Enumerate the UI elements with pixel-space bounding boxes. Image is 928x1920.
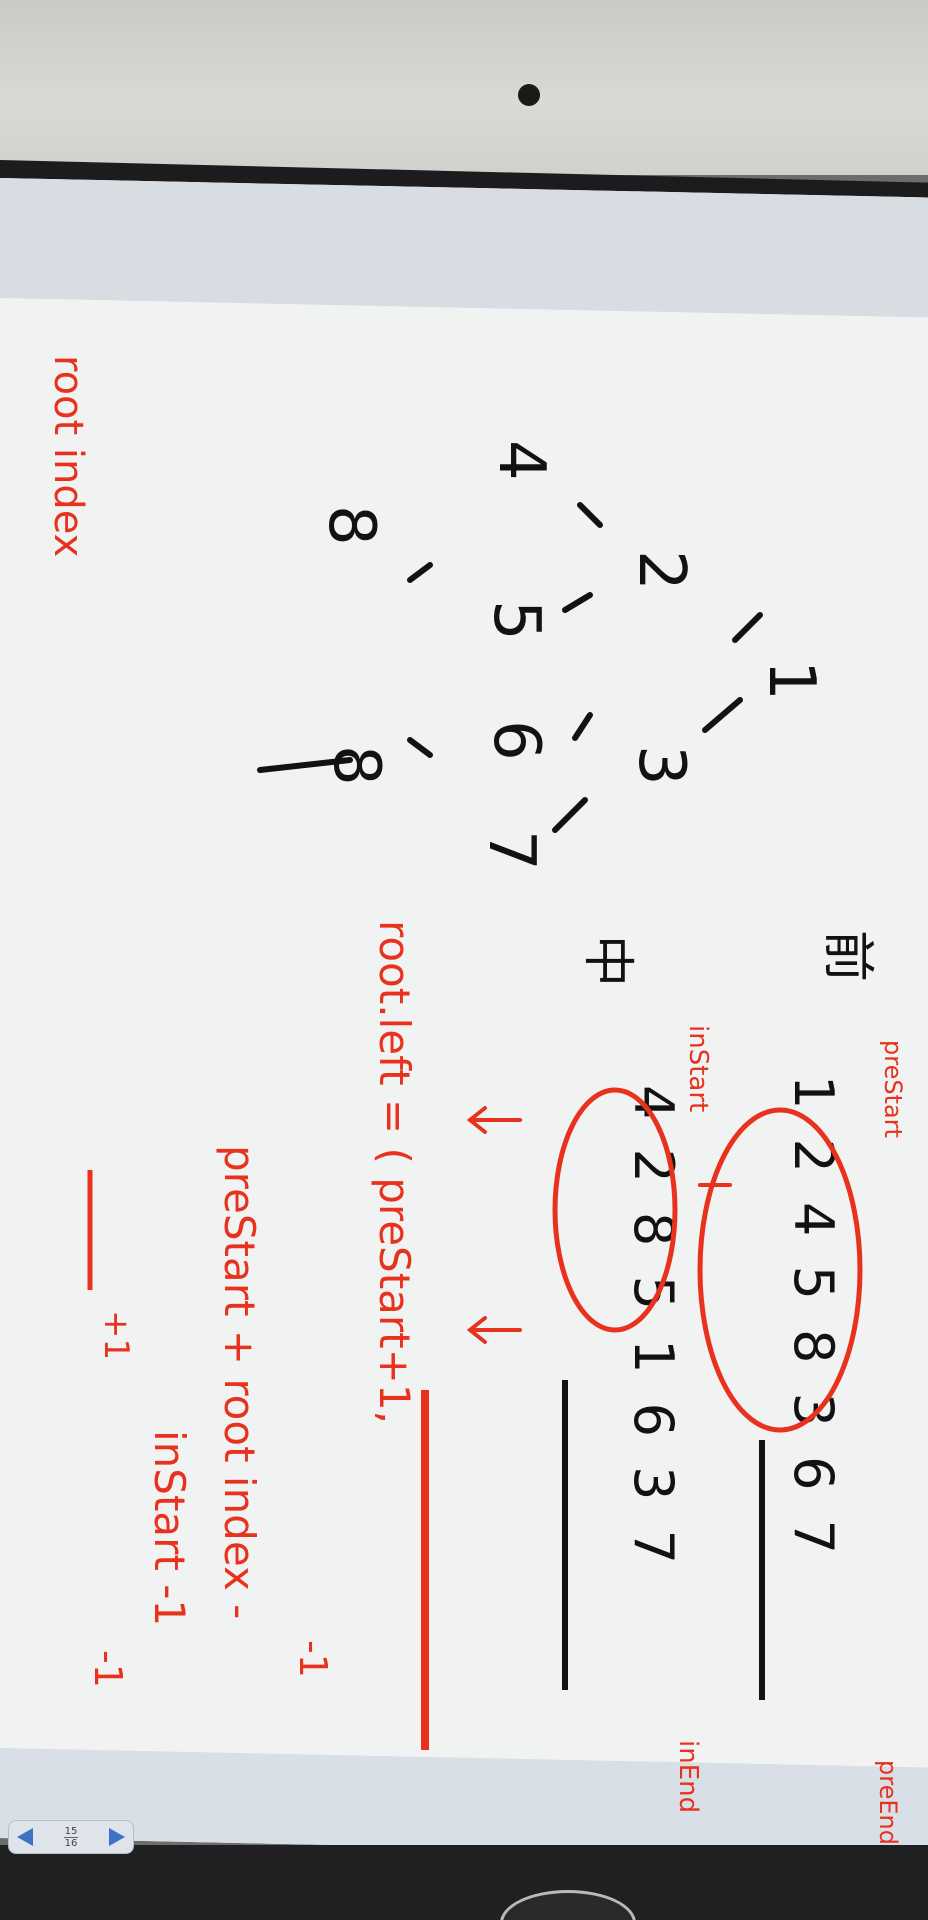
app-toolbar <box>0 178 928 318</box>
tablet-frame-bottom <box>0 1845 928 1920</box>
tablet-screen <box>0 178 928 1858</box>
total-pages: 16 <box>64 1837 78 1849</box>
page-navigator[interactable]: 15 16 <box>8 1820 134 1854</box>
current-page: 15 <box>64 1825 78 1837</box>
front-camera <box>518 84 540 106</box>
next-page-icon[interactable] <box>109 1828 125 1846</box>
tablet-frame-top <box>0 0 928 175</box>
page-indicator: 15 16 <box>64 1826 78 1849</box>
previous-page-icon[interactable] <box>17 1828 33 1846</box>
app-bottom-bar <box>0 1748 928 1858</box>
page-divider <box>64 1836 78 1838</box>
